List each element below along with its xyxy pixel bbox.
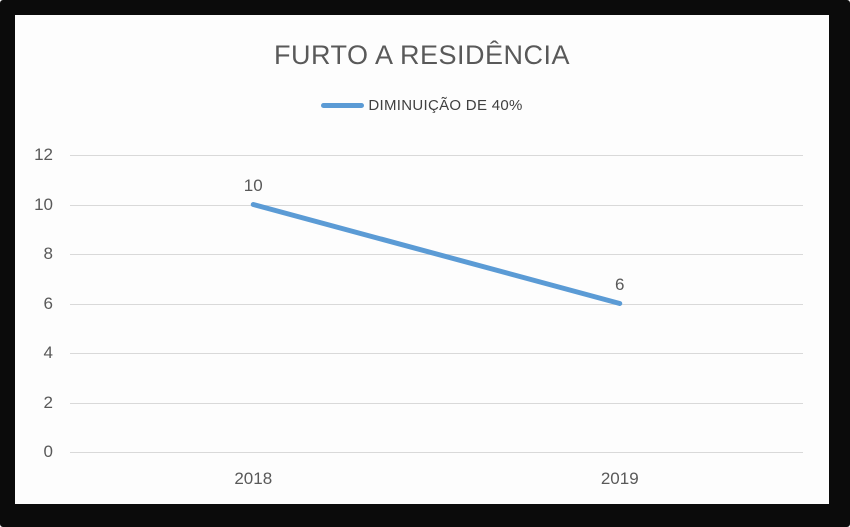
series-line: [250, 202, 623, 306]
legend-label: DIMINUIÇÃO DE 40%: [368, 97, 523, 114]
y-tick-label-0: 0: [43, 442, 53, 461]
gridline-y-6: [70, 303, 803, 305]
gridline-y-10: [70, 204, 803, 206]
y-tick-label-6: 6: [43, 293, 53, 313]
gridline-y-12: [70, 155, 803, 156]
x-tick-label-2018: 2018: [234, 469, 273, 488]
gridline-y-4: [70, 353, 803, 354]
x-tick-label-2019: 2019: [600, 469, 639, 488]
gridline-y-2: [70, 402, 803, 404]
y-tick-label-4: 4: [43, 343, 53, 362]
chart-title: FURTO A RESIDÊNCIA: [273, 40, 571, 70]
y-tick-label-12: 12: [34, 145, 53, 164]
y-tick-label-8: 8: [43, 244, 53, 263]
y-tick-label-2: 2: [43, 392, 53, 412]
gridline-y-0: [70, 452, 803, 453]
data-label-2018: 10: [243, 175, 263, 195]
y-tick-label-10: 10: [34, 194, 53, 214]
legend: DIMINUIÇÃO DE 40%: [15, 97, 829, 114]
data-label-2019: 6: [615, 274, 625, 294]
legend-line-marker: [321, 103, 365, 108]
